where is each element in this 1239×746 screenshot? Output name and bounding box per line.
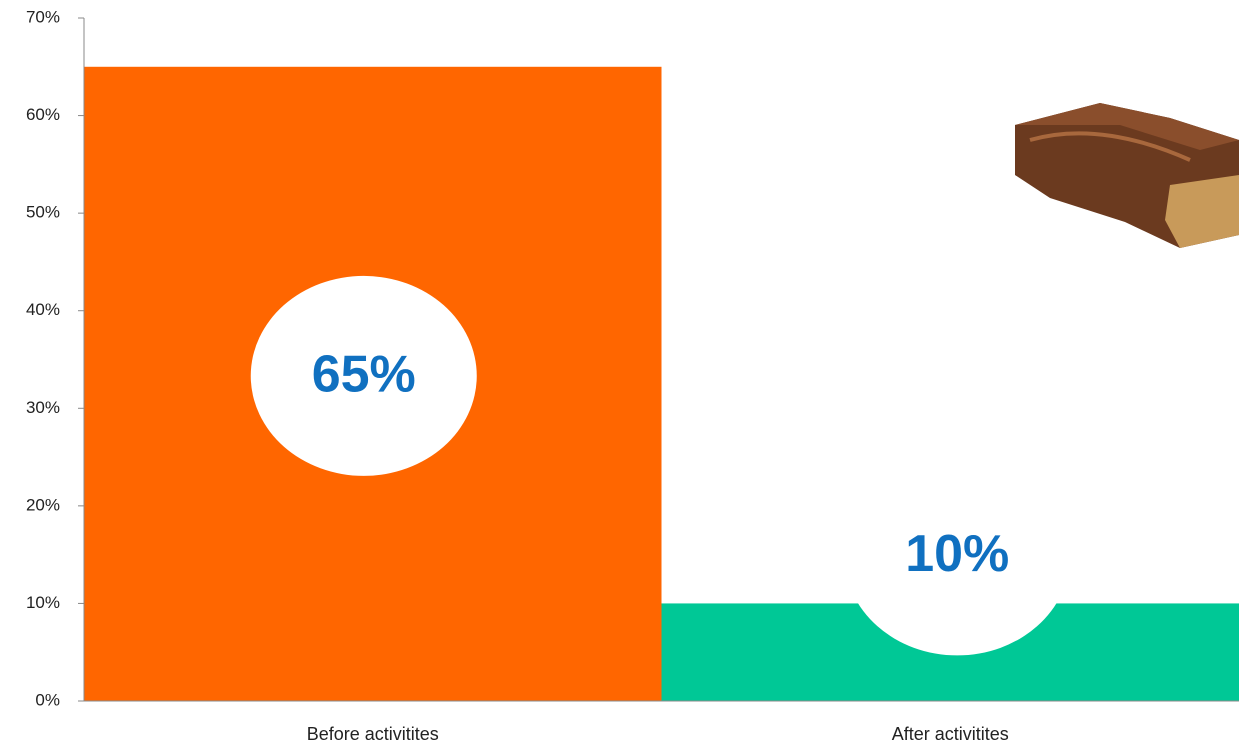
y-tick-label: 50% [26,203,60,222]
y-tick-label: 60% [26,105,60,124]
y-tick-label: 70% [26,7,60,26]
label-bubble [844,455,1071,656]
y-tick-label: 40% [26,300,60,319]
value-label: 65% [312,346,416,404]
y-tick-label: 0% [35,690,60,709]
label-bubble [250,275,477,476]
y-tick-label: 10% [26,593,60,612]
x-tick-label: After activitites [892,724,1009,744]
y-tick-label: 30% [26,398,60,417]
y-tick-label: 20% [26,495,60,514]
chocolate-image [1015,103,1239,248]
value-label: 10% [905,525,1009,583]
x-tick-label: Before activitites [307,724,439,744]
